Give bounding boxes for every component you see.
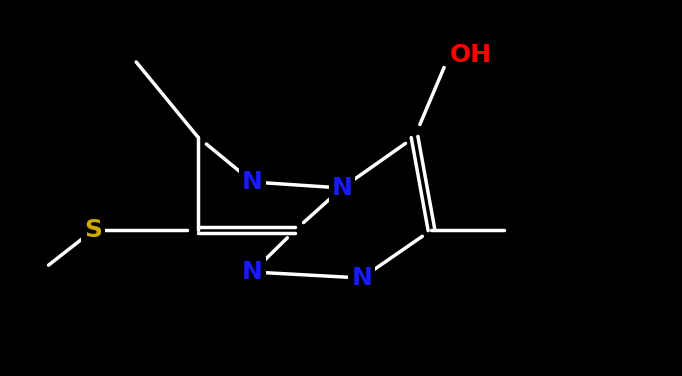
Text: S: S: [85, 218, 102, 242]
Text: N: N: [242, 170, 263, 194]
Text: N: N: [331, 176, 353, 200]
Text: OH: OH: [449, 43, 492, 67]
Text: N: N: [351, 266, 372, 290]
Text: N: N: [242, 260, 263, 284]
